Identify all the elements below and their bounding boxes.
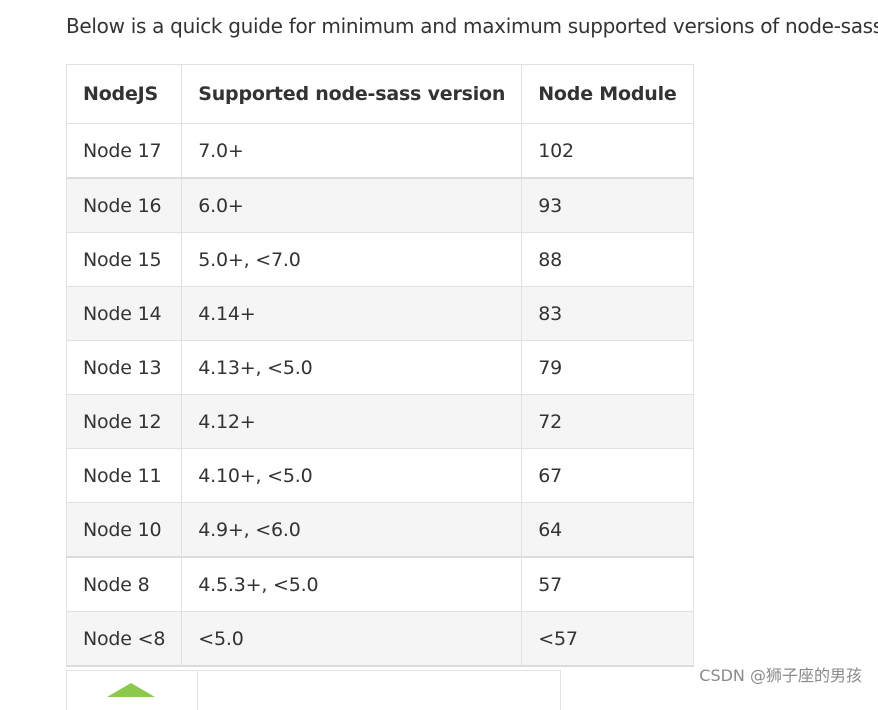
cell-nodejs: Node <8 bbox=[65, 611, 183, 667]
cell-node-module: 72 bbox=[521, 394, 694, 449]
table-row: Node 14 4.14+ 83 bbox=[65, 286, 694, 341]
csdn-watermark: CSDN @狮子座的男孩 bbox=[699, 666, 862, 685]
cell-supported-version: 5.0+, <7.0 bbox=[181, 232, 523, 287]
cell-nodejs: Node 17 bbox=[65, 123, 183, 179]
cell-nodejs: Node 15 bbox=[65, 232, 183, 287]
table-row: Node 12 4.12+ 72 bbox=[65, 394, 694, 449]
cell-supported-version: 4.9+, <6.0 bbox=[181, 502, 523, 558]
cell-node-module: 64 bbox=[521, 502, 694, 558]
cell-supported-version: 4.10+, <5.0 bbox=[181, 448, 523, 503]
partial-table-divider bbox=[197, 671, 198, 710]
header-supported-version: Supported node-sass version bbox=[181, 64, 523, 124]
table-header-row: NodeJS Supported node-sass version Node … bbox=[65, 64, 694, 124]
table-row: Node 8 4.5.3+, <5.0 57 bbox=[65, 556, 694, 612]
cell-nodejs: Node 11 bbox=[65, 448, 183, 503]
cell-node-module: 83 bbox=[521, 286, 694, 341]
table-row: Node <8 <5.0 <57 bbox=[65, 611, 694, 667]
cell-nodejs: Node 8 bbox=[65, 556, 183, 612]
cell-node-module: <57 bbox=[521, 611, 694, 667]
cell-node-module: 102 bbox=[521, 123, 694, 179]
cell-supported-version: 4.13+, <5.0 bbox=[181, 340, 523, 395]
cell-node-module: 67 bbox=[521, 448, 694, 503]
cell-nodejs: Node 13 bbox=[65, 340, 183, 395]
table-row: Node 15 5.0+, <7.0 88 bbox=[65, 232, 694, 287]
cell-node-module: 57 bbox=[521, 556, 694, 612]
cell-supported-version: 7.0+ bbox=[181, 123, 523, 179]
table-row: Node 17 7.0+ 102 bbox=[65, 123, 694, 179]
nodejs-hexagon-icon bbox=[107, 683, 155, 697]
cell-nodejs: Node 14 bbox=[65, 286, 183, 341]
header-nodejs: NodeJS bbox=[65, 64, 183, 124]
table-row: Node 16 6.0+ 93 bbox=[65, 177, 694, 233]
cell-supported-version: 4.5.3+, <5.0 bbox=[181, 556, 523, 612]
cell-supported-version: 4.12+ bbox=[181, 394, 523, 449]
cell-nodejs: Node 16 bbox=[65, 177, 183, 233]
cell-nodejs: Node 12 bbox=[65, 394, 183, 449]
cell-supported-version: 4.14+ bbox=[181, 286, 523, 341]
table-row: Node 10 4.9+, <6.0 64 bbox=[65, 502, 694, 558]
table-row: Node 13 4.13+, <5.0 79 bbox=[65, 340, 694, 395]
table-row: Node 11 4.10+, <5.0 67 bbox=[65, 448, 694, 503]
node-sass-version-table: NodeJS Supported node-sass version Node … bbox=[65, 64, 694, 667]
partial-table-below bbox=[66, 670, 561, 710]
cell-node-module: 88 bbox=[521, 232, 694, 287]
intro-text: Below is a quick guide for minimum and m… bbox=[66, 14, 878, 38]
header-node-module: Node Module bbox=[521, 64, 694, 124]
cell-supported-version: <5.0 bbox=[181, 611, 523, 667]
cell-node-module: 93 bbox=[521, 177, 694, 233]
cell-node-module: 79 bbox=[521, 340, 694, 395]
cell-supported-version: 6.0+ bbox=[181, 177, 523, 233]
cell-nodejs: Node 10 bbox=[65, 502, 183, 558]
